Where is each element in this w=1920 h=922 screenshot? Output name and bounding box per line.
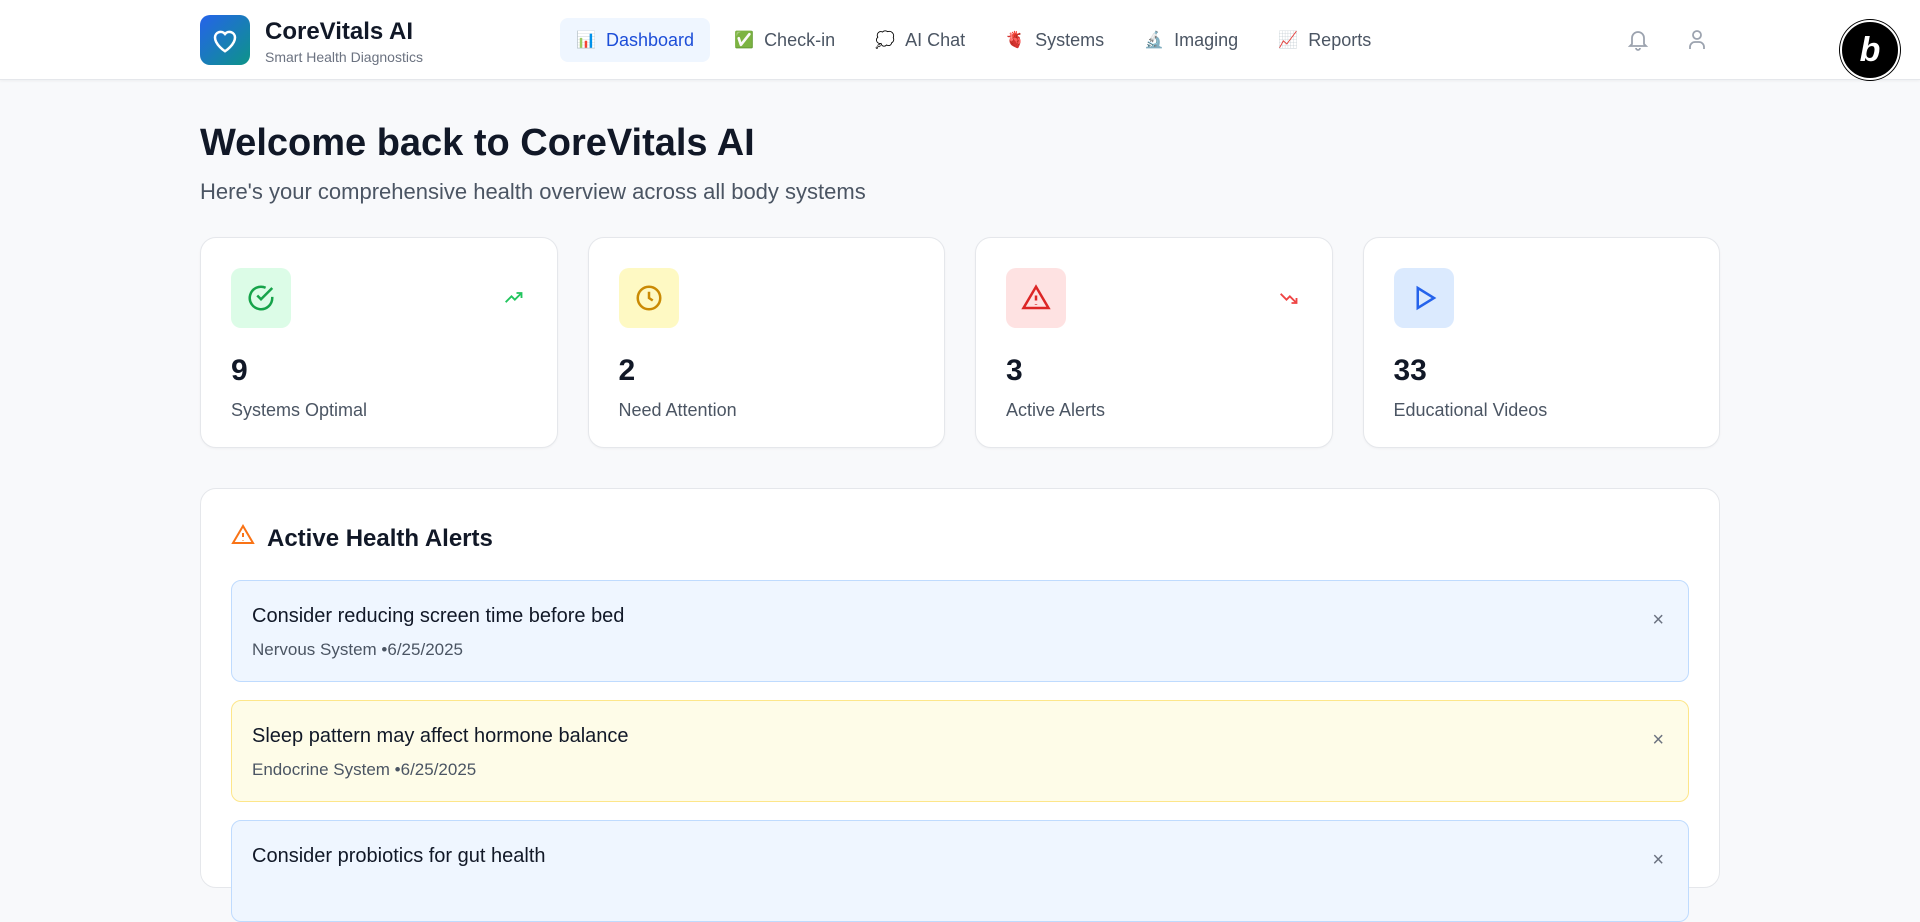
stat-card-active-alerts: 3 Active Alerts — [975, 237, 1333, 448]
alert-item: Consider reducing screen time before bed… — [231, 580, 1689, 682]
check-box-icon: ✅ — [734, 32, 755, 49]
stat-label: Systems Optimal — [231, 400, 368, 420]
dashboard-main: Welcome back to CoreVitals AI Here's you… — [200, 80, 1720, 922]
nav-ai-chat[interactable]: 💭 AI Chat — [859, 18, 981, 62]
nav-label: Imaging — [1174, 29, 1239, 50]
page-title: Welcome back to CoreVitals AI — [200, 122, 755, 164]
play-icon — [1393, 268, 1454, 328]
check-circle-icon — [231, 268, 291, 328]
nav-check-in[interactable]: ✅ Check-in — [718, 18, 851, 62]
logo-heart-icon[interactable] — [200, 15, 250, 65]
nav-label: Dashboard — [606, 29, 695, 50]
stat-card-educational-videos: 33 Educational Videos — [1362, 237, 1720, 448]
line-chart-icon: 📈 — [1278, 32, 1299, 49]
alert-item: Sleep pattern may affect hormone balance… — [231, 700, 1689, 802]
stat-value: 3 — [1006, 354, 1023, 387]
stat-value: 9 — [231, 354, 248, 387]
nav-systems[interactable]: 🫀 Systems — [989, 18, 1120, 62]
trending-up-icon — [501, 288, 527, 313]
top-nav-bar: CoreVitals AI Smart Health Diagnostics 📊… — [0, 0, 1920, 80]
nav-label: Systems — [1035, 29, 1105, 50]
nav-label: Check-in — [764, 29, 836, 50]
alert-message: Sleep pattern may affect hormone balance — [252, 725, 629, 747]
thought-bubble-icon: 💭 — [875, 32, 896, 49]
stat-label: Educational Videos — [1393, 400, 1548, 420]
nav-imaging[interactable]: 🔬 Imaging — [1128, 18, 1254, 62]
nav-label: AI Chat — [905, 29, 966, 50]
brand: CoreVitals AI Smart Health Diagnostics — [265, 18, 423, 65]
systems-icon: 🫀 — [1005, 32, 1026, 49]
microscope-icon: 🔬 — [1144, 32, 1165, 49]
stat-label: Need Attention — [618, 400, 737, 420]
bar-chart-icon: 📊 — [576, 32, 596, 49]
alert-item: Consider probiotics for gut health × — [231, 820, 1689, 922]
alert-triangle-icon — [1006, 268, 1066, 328]
bell-icon[interactable] — [1626, 27, 1650, 58]
alert-message: Consider probiotics for gut health — [252, 845, 546, 867]
badge-letter: b — [1859, 30, 1881, 69]
nav-label: Reports — [1308, 29, 1372, 50]
dismiss-alert-button[interactable]: × — [1652, 609, 1664, 631]
alerts-heading: Active Health Alerts — [231, 523, 1689, 554]
nav-dashboard[interactable]: 📊 Dashboard — [560, 18, 711, 62]
bolt-badge-logo[interactable]: b — [1840, 20, 1900, 80]
alert-meta: Nervous System •6/25/2025 — [252, 640, 464, 659]
stat-value: 2 — [618, 354, 636, 387]
alert-meta: Endocrine System •6/25/2025 — [252, 760, 477, 779]
user-icon[interactable] — [1685, 27, 1709, 58]
stat-label: Active Alerts — [1006, 400, 1106, 420]
alert-triangle-icon — [231, 523, 255, 554]
app-title: CoreVitals AI — [265, 18, 414, 45]
active-health-alerts-panel: Active Health Alerts Consider reducing s… — [200, 488, 1720, 922]
alert-message: Consider reducing screen time before bed — [252, 605, 625, 627]
page-subtitle: Here's your comprehensive health overvie… — [200, 179, 866, 204]
stat-card-need-attention: 2 Need Attention — [587, 237, 945, 448]
app-subtitle: Smart Health Diagnostics — [265, 49, 423, 65]
dismiss-alert-button[interactable]: × — [1652, 849, 1664, 871]
stats-cards: 9 Systems Optimal 2 Need Attention 3 Act… — [200, 237, 1720, 448]
clock-icon — [618, 268, 679, 328]
dismiss-alert-button[interactable]: × — [1652, 729, 1664, 751]
stat-value: 33 — [1393, 354, 1427, 387]
main-nav: 📊 Dashboard ✅ Check-in 💭 AI Chat 🫀 Systems 🔬… — [560, 18, 1387, 62]
stat-card-systems-optimal: 9 Systems Optimal — [200, 237, 558, 448]
trending-down-icon — [1276, 288, 1302, 313]
alerts-title: Active Health Alerts — [267, 524, 493, 552]
nav-reports[interactable]: 📈 Reports — [1262, 18, 1387, 62]
